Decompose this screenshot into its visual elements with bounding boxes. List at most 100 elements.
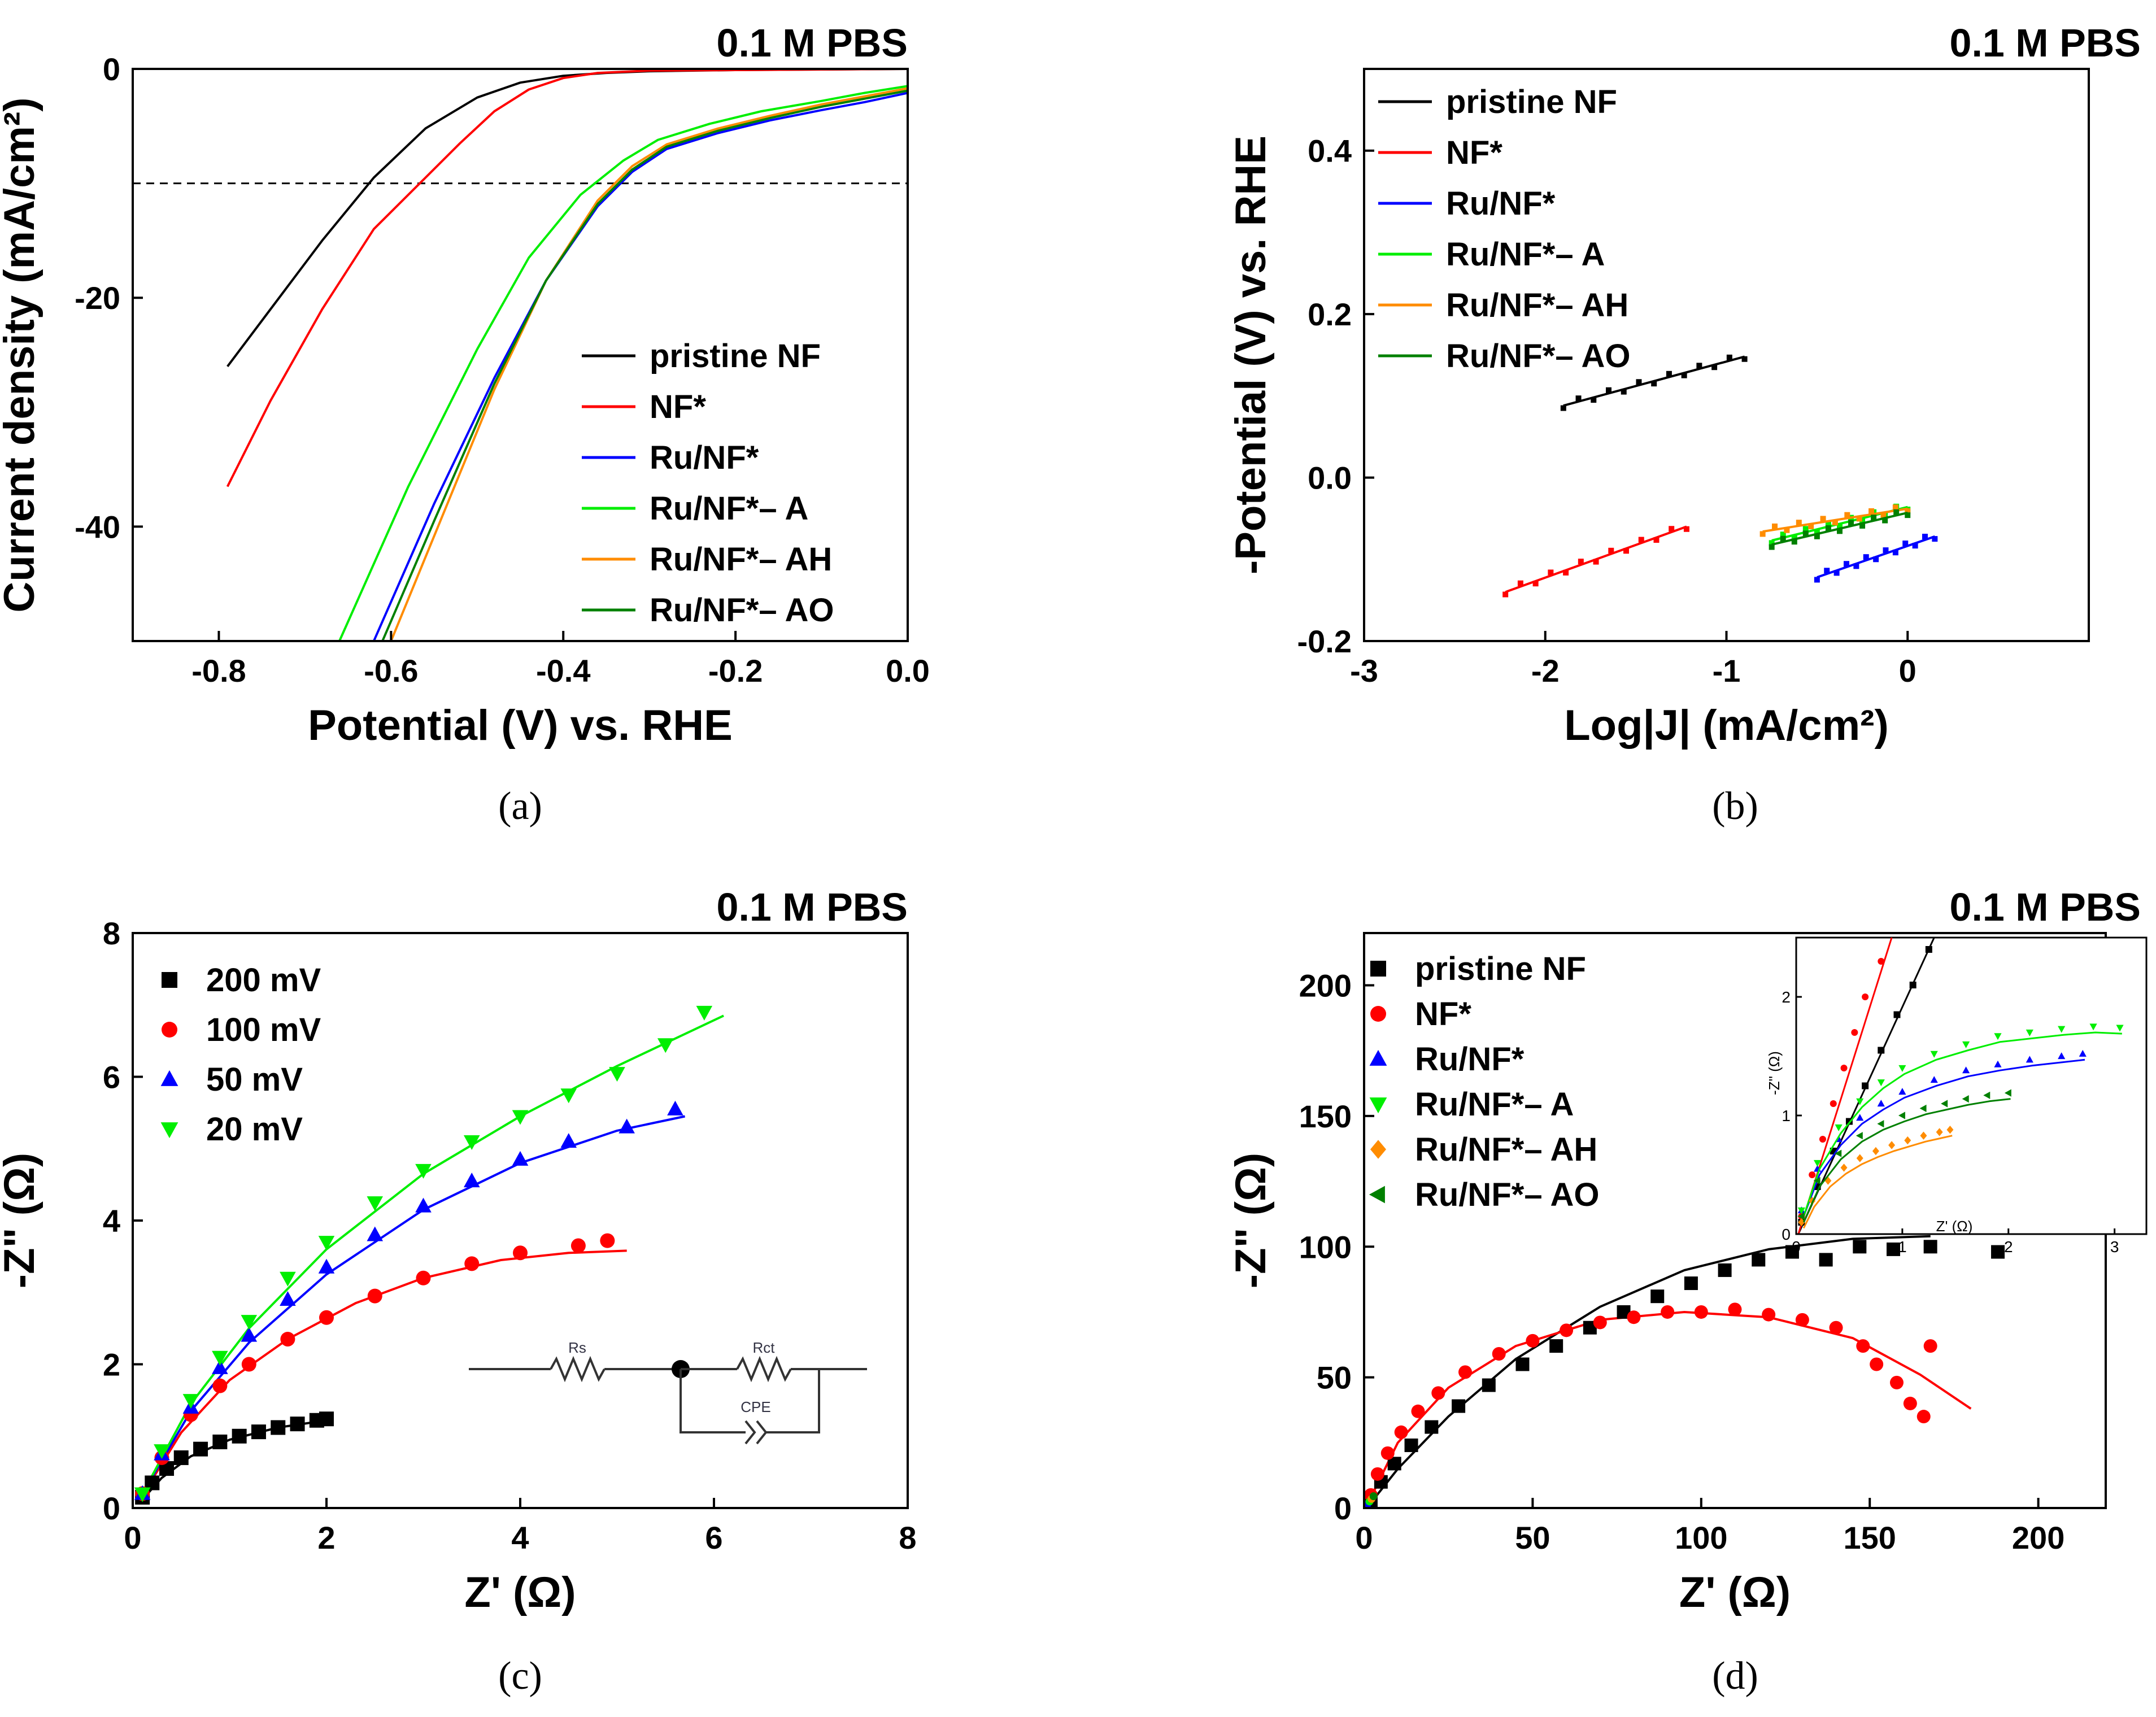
eis-point — [367, 1196, 384, 1212]
inset-point — [1930, 1051, 1938, 1058]
tafel-point — [1873, 556, 1879, 563]
panel-caption: (a) — [498, 785, 542, 828]
series-line — [390, 87, 908, 642]
series-line — [372, 91, 908, 642]
resistor-rs — [550, 1356, 606, 1383]
tafel-point — [1863, 554, 1869, 560]
legend-marker — [1370, 1140, 1386, 1159]
series-line — [226, 68, 908, 487]
y-tick-label: 100 — [1299, 1229, 1352, 1265]
inset-point — [1946, 1126, 1954, 1134]
plot-frame — [132, 68, 909, 642]
inset-x-tick-label: 1 — [1898, 1238, 1907, 1256]
tafel-point — [1636, 379, 1642, 385]
y-tick-label: 50 — [1317, 1360, 1352, 1396]
legend-label: Ru/NF*– A — [1446, 236, 1605, 273]
inset-point — [1862, 1082, 1869, 1090]
legend-label: pristine NF — [650, 338, 821, 374]
legend-label: Ru/NF* — [1446, 185, 1556, 222]
inset-point — [1898, 1088, 1906, 1095]
inset-point — [1797, 1212, 1805, 1221]
inset-point — [1941, 1100, 1948, 1108]
x-axis-label: Z' (Ω) — [1679, 1568, 1791, 1616]
tafel-point — [1741, 356, 1748, 362]
x-tick-label: -0.2 — [708, 653, 763, 688]
legend-label: Ru/NF*– AO — [1446, 338, 1631, 374]
eis-point — [1785, 1245, 1799, 1259]
inset-point — [1878, 958, 1885, 965]
cpe-element — [744, 1420, 756, 1445]
panel-caption: (c) — [498, 1654, 542, 1698]
inset-point — [1925, 946, 1932, 953]
tafel-point — [1802, 530, 1809, 537]
legend-label: Ru/NF*– A — [650, 490, 808, 527]
eis-point — [280, 1331, 295, 1346]
eis-point — [241, 1327, 258, 1342]
tafel-point — [1824, 568, 1830, 574]
eis-point — [463, 1135, 480, 1150]
y-tick-label: 4 — [103, 1203, 120, 1239]
inset-point — [1856, 1114, 1864, 1121]
x-axis-label: Z' (Ω) — [464, 1568, 576, 1616]
tafel-point — [1814, 533, 1820, 539]
tafel-point — [1905, 508, 1911, 514]
inset-point — [2058, 1026, 2066, 1033]
inset-point — [1856, 1098, 1864, 1105]
tafel-point — [1859, 517, 1866, 524]
eis-point — [232, 1428, 247, 1444]
eis-point — [1370, 1467, 1384, 1481]
tafel-point — [1606, 387, 1612, 393]
tafel-point — [1836, 528, 1843, 534]
eis-point — [1917, 1410, 1931, 1424]
inset-point — [1840, 1163, 1848, 1172]
legend-marker — [162, 972, 177, 988]
tafel-point — [1784, 527, 1790, 533]
eis-point — [1819, 1253, 1833, 1267]
inset-point — [1919, 1104, 1927, 1112]
legend-label: Ru/NF*– AH — [1446, 287, 1628, 324]
eis-point — [319, 1411, 334, 1427]
inset-y-label: -Z" (Ω) — [1766, 1051, 1783, 1095]
tafel-point — [1780, 535, 1786, 542]
eis-point — [1431, 1386, 1445, 1400]
eis-point — [319, 1310, 334, 1325]
legend-marker — [1369, 1049, 1387, 1066]
inset-point — [1994, 1060, 2002, 1067]
tafel-point — [1791, 539, 1797, 545]
eis-point — [600, 1233, 615, 1248]
eis-point — [1856, 1339, 1870, 1353]
y-tick-label: 2 — [103, 1347, 120, 1383]
tafel-point — [1932, 536, 1938, 542]
tafel-point — [1859, 522, 1866, 529]
eis-point — [1458, 1365, 1473, 1379]
eis-point — [696, 1005, 713, 1021]
tafel-point — [1848, 520, 1854, 526]
tafel-point — [1548, 569, 1554, 576]
tafel-point — [1843, 561, 1849, 567]
tafel-point — [1623, 548, 1630, 554]
inset-fit-line — [1802, 1098, 2011, 1223]
x-tick-label: 100 — [1675, 1520, 1727, 1555]
inset-point — [1798, 1218, 1805, 1227]
tafel-point — [1892, 550, 1898, 556]
eis-point — [280, 1271, 296, 1287]
inset-x-label: Z' (Ω) — [1936, 1218, 1973, 1235]
inset-point — [1862, 993, 1869, 1000]
inset-y-tick-label: 1 — [1782, 1107, 1791, 1125]
eis-point — [1728, 1302, 1742, 1317]
legend-marker — [160, 1122, 178, 1139]
tafel-point — [1591, 397, 1597, 403]
eis-point — [1627, 1310, 1641, 1324]
circuit-wire — [680, 1369, 746, 1433]
eis-fit-line — [1370, 1235, 1931, 1504]
eis-point — [154, 1444, 170, 1459]
condition-label: 0.1 M PBS — [717, 885, 908, 929]
inset-point — [1920, 1131, 1927, 1140]
inset-point — [1824, 1176, 1832, 1185]
inset-x-tick-label: 2 — [2004, 1238, 2013, 1256]
tafel-point — [1608, 547, 1614, 554]
x-tick-label: 0.0 — [886, 653, 930, 688]
eis-point — [1923, 1339, 1937, 1353]
inset-point — [1813, 1160, 1822, 1167]
